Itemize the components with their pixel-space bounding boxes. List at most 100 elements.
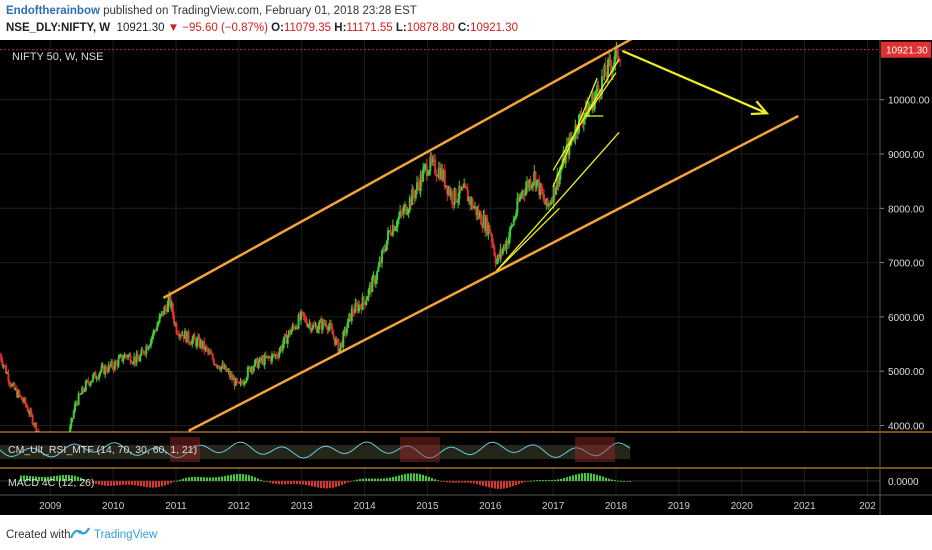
macd-bar xyxy=(464,481,466,483)
candle-body xyxy=(546,198,549,206)
candle-body xyxy=(325,324,328,328)
candle-body xyxy=(333,337,336,345)
candle-body xyxy=(131,362,134,364)
candle-body xyxy=(37,430,40,432)
candle-body xyxy=(214,364,217,366)
candle-body xyxy=(463,183,466,189)
candle-body xyxy=(453,188,456,205)
candle-body xyxy=(475,206,478,216)
candle-body xyxy=(147,346,150,350)
candle-body xyxy=(312,324,315,329)
candle-body xyxy=(260,357,263,362)
macd-bar xyxy=(89,481,91,482)
projection-arrow-shaft xyxy=(621,49,768,115)
candle-body xyxy=(582,117,585,124)
x-tick-label: 2019 xyxy=(668,501,691,512)
candle-body xyxy=(428,170,431,174)
macd-bar xyxy=(392,477,394,481)
candle-body xyxy=(536,179,539,181)
candle-body xyxy=(521,190,524,196)
candle-body xyxy=(140,349,143,356)
candle-body xyxy=(607,59,610,78)
macd-bar xyxy=(341,481,343,485)
candle-body xyxy=(290,330,293,335)
candle-body xyxy=(396,219,399,227)
candle-body xyxy=(406,212,409,215)
candle-body xyxy=(304,317,307,323)
candle-body xyxy=(458,185,461,200)
macd-bar xyxy=(86,480,88,482)
candle-body xyxy=(540,183,543,192)
macd-bar xyxy=(35,476,37,481)
candle-body xyxy=(309,323,312,331)
macd-bar xyxy=(365,478,367,481)
candle-body xyxy=(388,230,391,232)
candle-body xyxy=(18,390,21,396)
macd-bar xyxy=(209,477,211,481)
macd-bar xyxy=(503,481,505,489)
trend-line xyxy=(496,131,620,272)
candle-body xyxy=(29,410,32,415)
candle-body xyxy=(267,356,270,358)
candle-body xyxy=(119,354,122,357)
macd-bar xyxy=(83,479,85,481)
candle-body xyxy=(545,198,548,205)
tradingview-brand-link[interactable]: TradingView xyxy=(94,529,158,541)
chart-title: NIFTY 50, W, NSE xyxy=(12,51,104,63)
candle-body xyxy=(102,365,105,375)
macd-bar xyxy=(212,477,214,481)
candle-body xyxy=(239,380,242,384)
candle-body xyxy=(349,313,352,322)
candle-body xyxy=(429,156,432,171)
candle-body xyxy=(194,339,197,347)
macd-bar xyxy=(515,481,517,486)
candle-body xyxy=(117,358,120,367)
candle-body xyxy=(443,170,446,188)
macd-bar xyxy=(218,476,220,481)
candle-body xyxy=(499,249,502,258)
candle-body xyxy=(164,306,167,308)
macd-bar xyxy=(110,481,112,486)
candle-body xyxy=(400,210,403,213)
candle-body xyxy=(373,276,376,284)
macd-bar xyxy=(215,477,217,481)
candle-body xyxy=(384,250,387,252)
macd-bar xyxy=(56,475,58,481)
candle-body xyxy=(286,336,289,344)
candle-body xyxy=(211,354,214,360)
y-tick-label: 10000.00 xyxy=(888,96,930,107)
rsi-line xyxy=(0,441,631,459)
candle-body xyxy=(297,315,300,329)
macd-bar xyxy=(317,481,319,488)
candle-body xyxy=(127,355,130,358)
macd-bar xyxy=(113,481,115,486)
candle-body xyxy=(221,364,224,367)
candle-body xyxy=(417,182,420,186)
candle-body xyxy=(341,342,344,347)
candle-body xyxy=(435,174,438,177)
candle-body xyxy=(320,320,323,330)
price-chart[interactable]: CM_Ult_RSI_MTF (14, 70, 30, 60, 1, 21) MA… xyxy=(0,11,932,515)
chart-container[interactable]: CM_Ult_RSI_MTF (14, 70, 30, 60, 1, 21) MA… xyxy=(0,11,932,515)
candle-body xyxy=(228,370,231,378)
candle-body xyxy=(576,132,579,134)
header: Endoftherainbow published on TradingView… xyxy=(0,0,932,40)
candle-body xyxy=(177,334,180,337)
candle-body xyxy=(343,329,346,332)
macd-bar xyxy=(299,481,301,485)
candle-body xyxy=(362,296,365,302)
macd-bar xyxy=(311,481,313,487)
candle-body xyxy=(270,354,273,362)
candle-body xyxy=(291,325,294,331)
candle-body xyxy=(557,174,560,185)
macd-bar xyxy=(512,481,514,487)
macd-bar xyxy=(368,478,370,481)
author-link[interactable]: Endoftherainbow xyxy=(6,5,100,17)
candle-body xyxy=(394,228,397,231)
candle-body xyxy=(483,215,486,231)
candle-body xyxy=(515,213,518,218)
candle-body xyxy=(256,358,259,368)
candle-body xyxy=(232,378,235,380)
candle-body xyxy=(432,159,435,161)
candle-body xyxy=(550,200,553,205)
